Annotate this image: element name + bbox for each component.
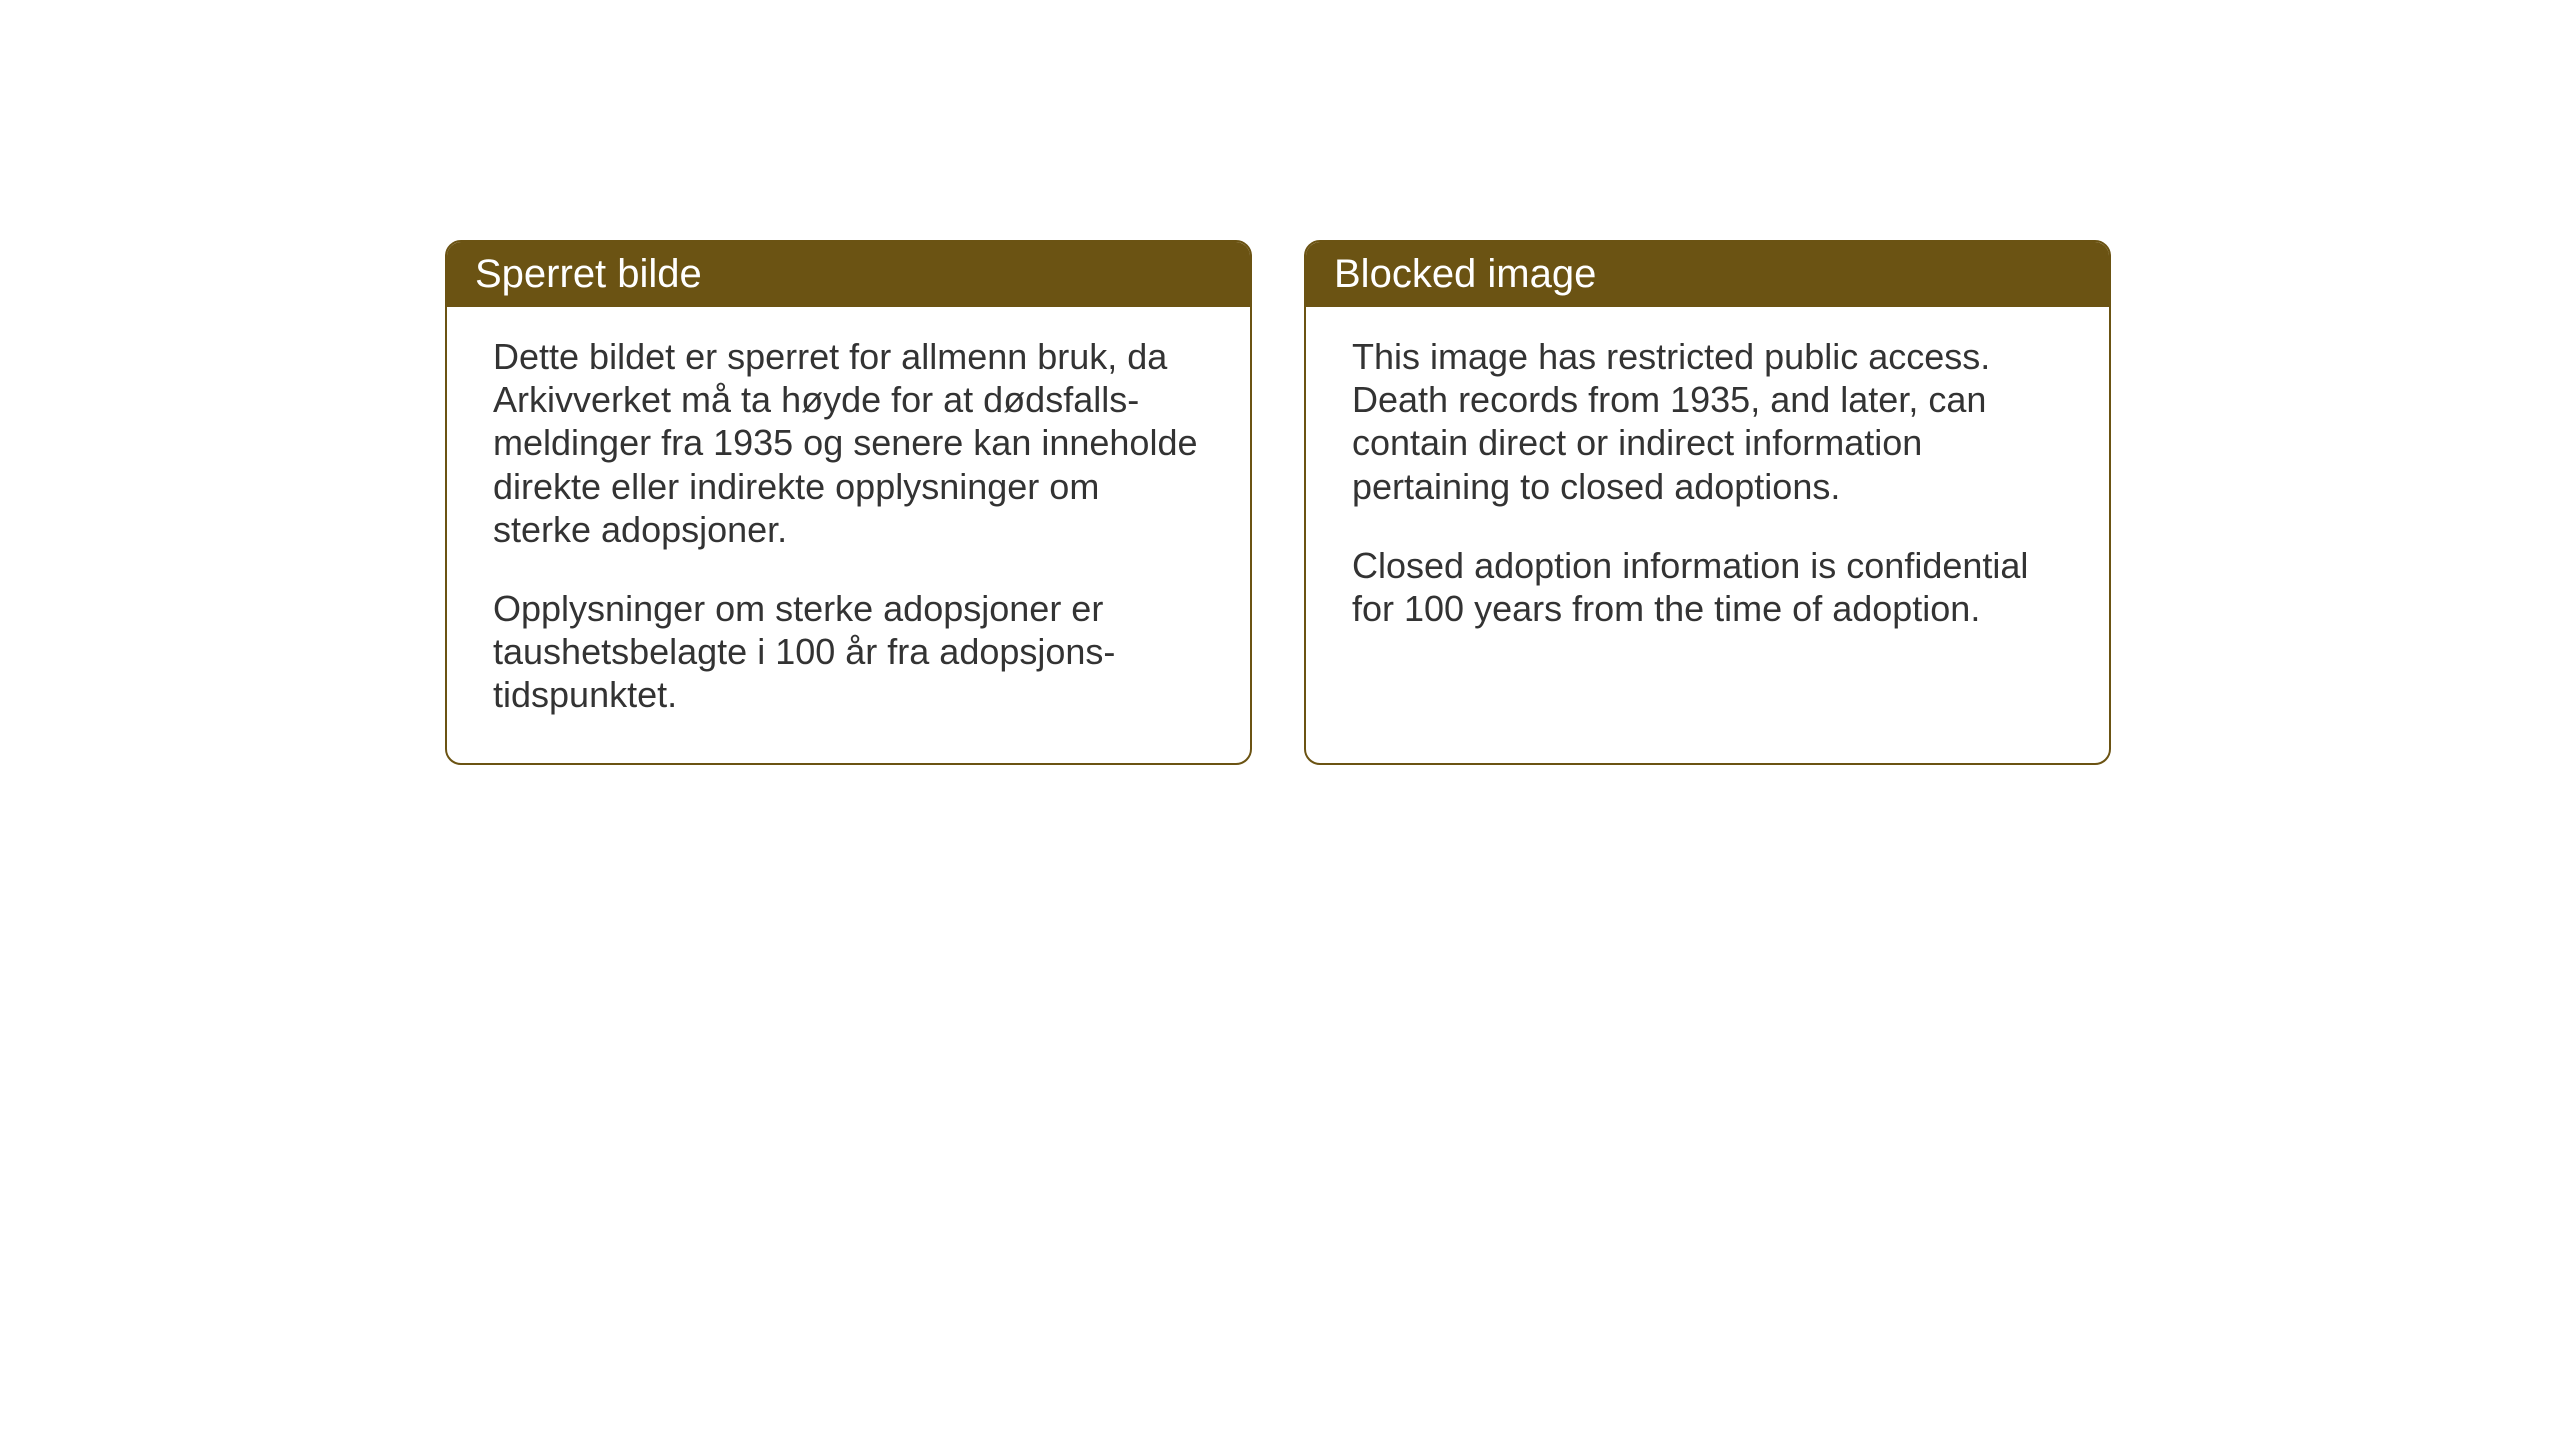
norwegian-card: Sperret bilde Dette bildet er sperret fo… bbox=[445, 240, 1252, 765]
cards-container: Sperret bilde Dette bildet er sperret fo… bbox=[445, 240, 2111, 765]
english-paragraph-1: This image has restricted public access.… bbox=[1352, 335, 2063, 508]
english-paragraph-2: Closed adoption information is confident… bbox=[1352, 544, 2063, 630]
norwegian-paragraph-1: Dette bildet er sperret for allmenn bruk… bbox=[493, 335, 1204, 551]
norwegian-paragraph-2: Opplysninger om sterke adopsjoner er tau… bbox=[493, 587, 1204, 717]
english-card-title: Blocked image bbox=[1306, 242, 2109, 307]
english-card-body: This image has restricted public access.… bbox=[1306, 307, 2109, 676]
english-card: Blocked image This image has restricted … bbox=[1304, 240, 2111, 765]
norwegian-card-body: Dette bildet er sperret for allmenn bruk… bbox=[447, 307, 1250, 763]
norwegian-card-title: Sperret bilde bbox=[447, 242, 1250, 307]
